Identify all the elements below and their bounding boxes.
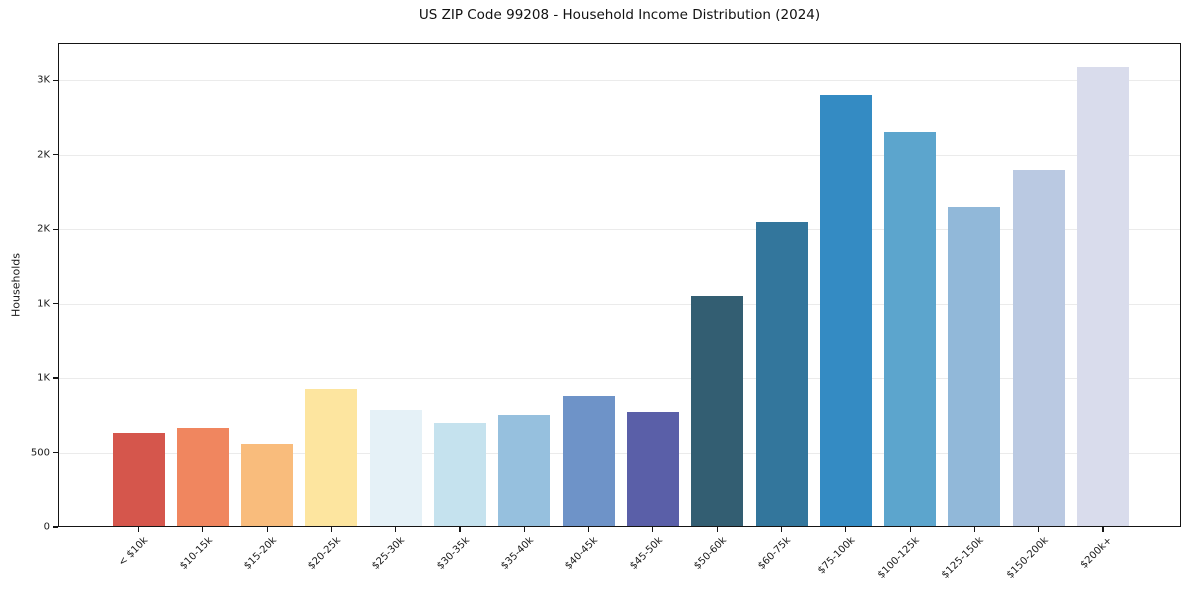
y-tick-mark (53, 228, 58, 230)
y-tick-mark (53, 79, 58, 81)
x-tick-label: $30-35k (434, 535, 472, 572)
y-tick-mark (53, 303, 58, 305)
x-tick-mark (1038, 527, 1040, 532)
x-tick-mark (202, 527, 204, 532)
bar-$20-25k (305, 388, 358, 527)
x-tick-label: $75-100k (816, 535, 858, 577)
bar-$40-45k (562, 395, 615, 527)
y-tick-label: 1K (37, 372, 50, 384)
bar-$200k+ (1077, 66, 1129, 527)
x-tick-label: $20-25k (306, 535, 344, 572)
x-tick-mark (523, 527, 525, 532)
x-tick-mark (330, 527, 332, 532)
gridline (58, 303, 1181, 305)
x-tick-mark (716, 527, 718, 532)
x-tick-label: $15-20k (241, 535, 279, 572)
bar-$100-125k (884, 132, 937, 527)
x-tick-mark (909, 527, 911, 532)
bar-$75-100k (819, 95, 872, 527)
x-tick-label: $35-40k (499, 535, 537, 572)
x-tick-mark (845, 527, 847, 532)
x-tick-label: $25-30k (370, 535, 408, 572)
x-tick-mark (459, 527, 461, 532)
y-tick-label: 0 (43, 521, 50, 533)
y-tick-mark (53, 154, 58, 156)
y-tick-label: 500 (30, 447, 50, 459)
bar-$30-35k (434, 422, 486, 527)
bar-$15-20k (241, 444, 294, 527)
bar-$125-150k (948, 206, 1001, 527)
x-tick-mark (137, 527, 140, 532)
gridline (58, 154, 1181, 156)
x-tick-mark (395, 527, 397, 532)
x-tick-mark (588, 527, 590, 532)
bar-$60-75k (755, 221, 808, 527)
x-tick-label: $200k+ (1078, 535, 1115, 571)
y-tick-label: 2K (37, 149, 50, 161)
bar-$45-50k (626, 411, 679, 527)
chart-title: US ZIP Code 99208 - Household Income Dis… (418, 7, 821, 23)
x-tick-mark (973, 527, 975, 532)
x-tick-mark (652, 527, 654, 532)
x-tick-label: $125-150k (940, 535, 987, 581)
gridline (58, 378, 1181, 380)
bar-$50-60k (691, 296, 744, 527)
x-tick-mark (266, 527, 268, 532)
gridline (58, 452, 1181, 454)
y-tick-label: 1K (37, 298, 50, 310)
plot-area (58, 43, 1181, 527)
bar-$150-200k (1012, 169, 1065, 527)
x-tick-label: $50-60k (692, 535, 729, 572)
x-tick-mark (780, 527, 783, 532)
y-tick-mark (53, 526, 58, 528)
y-tick-mark (53, 377, 58, 379)
bar-$25-30k (369, 410, 422, 527)
x-tick-label: $100-125k (875, 535, 922, 581)
y-tick-label: 3K (37, 74, 50, 86)
bar-$35-40k (498, 414, 551, 527)
gridline (58, 80, 1181, 82)
y-tick-label: 2K (37, 223, 50, 235)
x-tick-label: $10-15k (177, 535, 215, 572)
x-tick-label: < $10k (116, 535, 151, 569)
x-tick-label: $40-45k (563, 535, 601, 572)
bar-< $10k (112, 433, 165, 527)
gridline (58, 229, 1181, 231)
x-tick-label: $60-75k (756, 535, 794, 572)
x-tick-label: $150-200k (1004, 535, 1051, 581)
x-tick-mark (1102, 527, 1104, 532)
y-tick-mark (53, 451, 58, 454)
x-tick-label: $45-50k (627, 535, 665, 572)
bar-$10-15k (176, 427, 229, 527)
